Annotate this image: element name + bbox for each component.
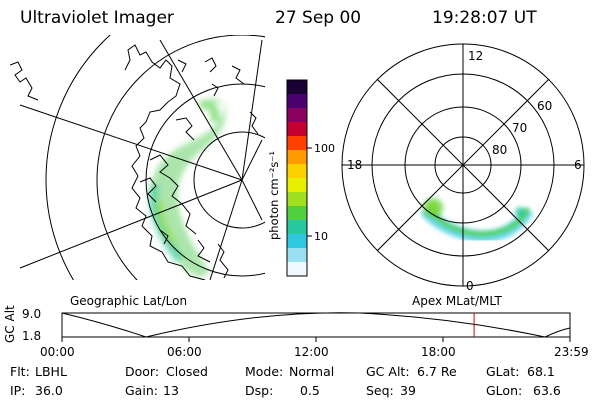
seq-label: Seq: xyxy=(366,383,394,398)
time-label: 19:28:07 UT xyxy=(432,8,537,28)
colorbar-swatch xyxy=(287,80,307,95)
colorbar-swatch xyxy=(287,206,307,221)
door-label: Door: xyxy=(125,364,160,379)
polar-aurora-emission xyxy=(420,197,534,243)
colorbar-swatch xyxy=(287,234,307,249)
mlt-label-12: 12 xyxy=(468,49,483,63)
colorbar-swatch xyxy=(287,220,307,235)
mode-value: Normal xyxy=(289,364,335,379)
colorbar-swatch xyxy=(287,136,307,151)
flt-label: Flt: xyxy=(10,364,30,379)
right-panel-label: Apex MLat/MLT xyxy=(412,294,502,308)
colorbar-label-10: 10 xyxy=(314,230,328,243)
colorbar-unit-label: photon cm⁻²s⁻¹ xyxy=(267,151,281,240)
mlt-label-6: 6 xyxy=(574,158,582,172)
colorbar-swatch xyxy=(287,108,307,123)
date-label: 27 Sep 00 xyxy=(275,8,362,28)
colorbar-frame xyxy=(286,79,308,277)
colorbar-swatch xyxy=(287,178,307,193)
ip-value: 36.0 xyxy=(35,383,63,398)
altitude-curve xyxy=(61,312,571,338)
colorbar-swatches xyxy=(287,80,307,277)
mlt-label-0: 0 xyxy=(466,279,474,293)
instrument-title: Ultraviolet Imager xyxy=(20,8,174,28)
geo-coastlines xyxy=(10,44,259,280)
y-tick-9: 9.0 xyxy=(22,307,42,321)
x-label-2359: 23:59 xyxy=(554,345,589,359)
colorbar-swatch xyxy=(287,94,307,109)
colorbar: 100 10 photon cm⁻²s⁻¹ xyxy=(267,79,335,277)
x-label-00: 00:00 xyxy=(40,345,75,359)
colorbar-swatch xyxy=(287,150,307,165)
dsp-value: 0.5 xyxy=(300,383,320,398)
mlt-label-18: 18 xyxy=(347,158,362,172)
gcalt-label: GC Alt: xyxy=(366,364,410,379)
glat-value: 68.1 xyxy=(527,364,555,379)
altitude-axis-label: GC Alt xyxy=(3,305,17,343)
lat-label-70: 70 xyxy=(512,121,527,135)
colorbar-label-100: 100 xyxy=(314,142,335,155)
x-label-06: 06:00 xyxy=(167,345,202,359)
gain-label: Gain: xyxy=(125,383,158,398)
colorbar-swatch xyxy=(287,164,307,179)
geographic-image xyxy=(10,35,265,280)
left-panel-label: Geographic Lat/Lon xyxy=(70,294,188,308)
flt-value: LBHL xyxy=(35,364,67,379)
seq-value: 39 xyxy=(400,383,416,398)
polar-plot: 12 18 6 0 60 70 80 xyxy=(341,43,585,293)
x-label-12: 12:00 xyxy=(294,345,329,359)
lat-label-80: 80 xyxy=(492,143,507,157)
door-value: Closed xyxy=(166,364,208,379)
gain-value: 13 xyxy=(163,383,179,398)
glon-label: GLon: xyxy=(486,383,523,398)
dsp-label: Dsp: xyxy=(245,383,274,398)
ip-label: IP: xyxy=(10,383,26,398)
colorbar-swatch xyxy=(287,262,307,277)
colorbar-swatch xyxy=(287,248,307,263)
geo-aurora-emission xyxy=(148,98,226,279)
y-tick-1-8: 1.8 xyxy=(22,329,42,343)
mode-label: Mode: xyxy=(245,364,284,379)
x-label-18: 18:00 xyxy=(421,345,456,359)
glon-value: 63.6 xyxy=(533,383,561,398)
altitude-plot xyxy=(61,312,571,342)
lat-label-60: 60 xyxy=(537,99,552,113)
altitude-plot-frame xyxy=(61,312,571,338)
colorbar-swatch xyxy=(287,192,307,207)
polar-diagonal-b xyxy=(376,78,550,252)
colorbar-swatch xyxy=(287,122,307,137)
gcalt-value: 6.7 Re xyxy=(417,364,457,379)
glat-label: GLat: xyxy=(486,364,520,379)
